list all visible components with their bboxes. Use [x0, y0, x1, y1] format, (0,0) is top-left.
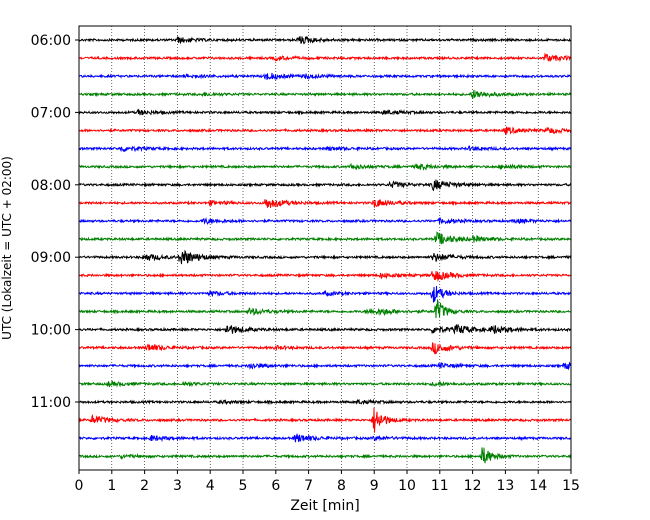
trace-09:15	[78, 271, 572, 282]
trace-08:15	[78, 199, 572, 208]
x-axis-label: Zeit [min]	[290, 498, 359, 514]
trace-06:30	[78, 72, 572, 81]
trace-10:15	[78, 342, 572, 355]
trace-06:45	[79, 89, 572, 99]
y-tick-label: 07:00	[31, 105, 71, 121]
x-tick-label: 10	[398, 478, 416, 494]
y-axis-ticks: 06:00 07:00 08:00 09:00 10:00 11:00	[31, 33, 79, 411]
trace-line	[78, 286, 572, 303]
trace-07:30	[78, 145, 572, 153]
trace-10:00	[78, 324, 572, 335]
trace-08:30	[78, 217, 572, 225]
trace-line	[78, 298, 572, 319]
trace-line	[78, 249, 572, 265]
y-tick-label: 06:00	[31, 33, 71, 49]
trace-07:15	[78, 126, 572, 136]
trace-07:45	[78, 162, 572, 171]
trace-line	[78, 52, 572, 62]
trace-line	[78, 162, 572, 171]
seismogram-traces	[78, 35, 572, 464]
x-axis-ticks: 0 1 2 3 4 5 6 7 8 9 10 11 12 13 14 15	[75, 470, 580, 494]
trace-06:15	[78, 52, 572, 62]
x-tick-label: 13	[496, 478, 514, 494]
trace-line	[78, 217, 572, 225]
trace-line	[78, 361, 572, 371]
x-tick-label: 14	[529, 478, 547, 494]
trace-08:00	[78, 179, 572, 192]
trace-09:00	[78, 249, 572, 265]
trace-line	[78, 271, 572, 282]
x-tick-label: 3	[173, 478, 182, 494]
trace-line	[78, 179, 572, 192]
x-tick-label: 15	[562, 478, 580, 494]
trace-line	[78, 35, 572, 45]
x-tick-label: 6	[271, 478, 280, 494]
y-tick-label: 08:00	[31, 178, 71, 194]
trace-line	[78, 145, 572, 153]
x-tick-label: 12	[464, 478, 482, 494]
trace-line	[78, 433, 572, 443]
trace-line	[78, 407, 572, 433]
trace-line	[78, 398, 572, 406]
trace-line	[78, 447, 572, 464]
trace-line	[78, 199, 572, 208]
trace-10:45	[78, 380, 572, 388]
trace-09:45	[78, 298, 572, 319]
trace-line	[79, 89, 572, 99]
plot-frame	[78, 25, 572, 471]
x-tick-label: 9	[370, 478, 379, 494]
x-tick-label: 11	[431, 478, 449, 494]
trace-line	[78, 126, 572, 136]
trace-11:15	[78, 407, 572, 433]
y-tick-label: 10:00	[31, 323, 71, 339]
trace-line	[78, 342, 572, 355]
x-tick-label: 8	[337, 478, 346, 494]
trace-line	[78, 380, 572, 388]
trace-06:00	[78, 35, 572, 45]
x-tick-label: 7	[304, 478, 313, 494]
vertical-grid-lines	[111, 26, 539, 470]
x-tick-label: 5	[239, 478, 248, 494]
y-axis-label: UTC (Lokalzeit = UTC + 02:00)	[0, 156, 14, 340]
trace-line	[78, 108, 572, 116]
trace-07:00	[78, 108, 572, 116]
y-tick-label: 09:00	[31, 250, 71, 266]
trace-line	[78, 72, 572, 81]
trace-08:45	[78, 231, 572, 245]
x-tick-label: 0	[75, 478, 84, 494]
trace-11:45	[78, 447, 572, 464]
trace-line	[78, 231, 572, 245]
x-tick-label: 4	[206, 478, 215, 494]
y-tick-label: 11:00	[31, 395, 71, 411]
trace-line	[78, 324, 572, 335]
x-tick-label: 2	[140, 478, 149, 494]
trace-11:30	[78, 433, 572, 443]
x-tick-label: 1	[107, 478, 116, 494]
trace-10:30	[78, 361, 572, 371]
trace-09:30	[78, 286, 572, 303]
trace-11:00	[78, 398, 572, 406]
